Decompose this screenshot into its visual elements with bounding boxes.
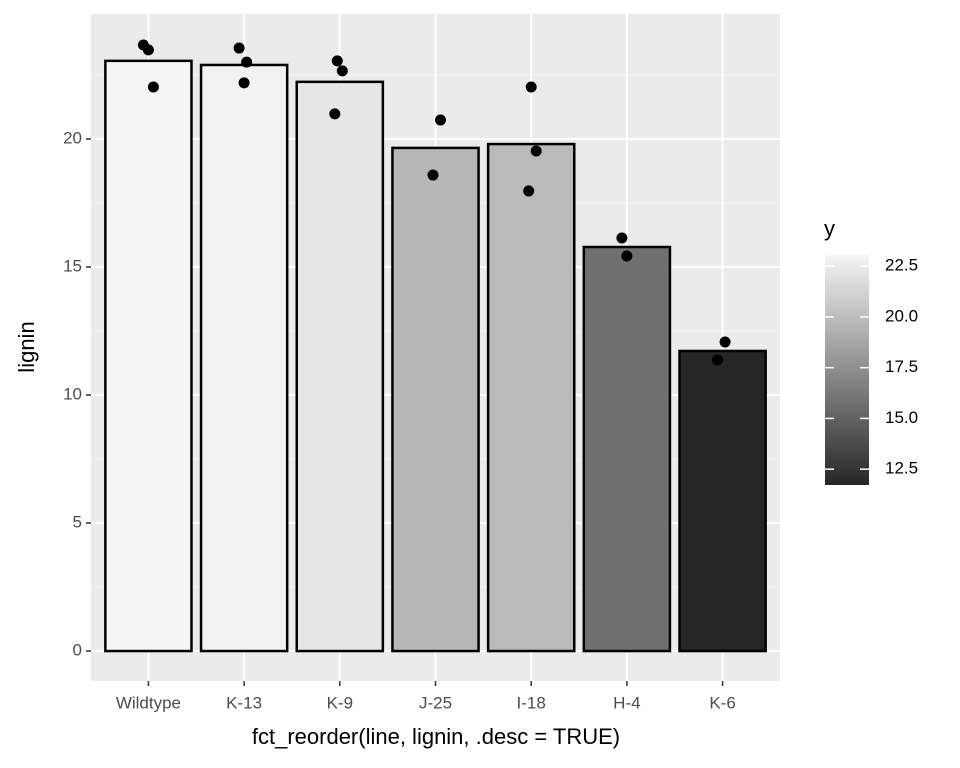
y-tick-label: 20 [63, 128, 82, 147]
point [329, 108, 341, 120]
y-tick-label: 15 [63, 256, 82, 275]
point [530, 145, 542, 157]
point [525, 81, 537, 93]
point [712, 354, 724, 366]
colorbar-label: 12.5 [885, 459, 918, 478]
point [719, 336, 731, 348]
point [241, 56, 253, 68]
point [336, 65, 348, 77]
bar [678, 349, 767, 653]
point [523, 185, 535, 197]
point [435, 114, 446, 126]
bar [295, 80, 385, 653]
y-tick-label: 5 [73, 513, 82, 532]
x-axis-title: fct_reorder(line, lignin, .desc = TRUE) [252, 724, 620, 749]
colorbar-label: 20.0 [885, 306, 918, 325]
x-tick-label: K-13 [226, 693, 262, 712]
plot-layer [91, 14, 780, 681]
bar [486, 142, 576, 653]
x-tick-label: K-9 [327, 693, 353, 712]
x-tick-label: J-25 [419, 693, 452, 712]
y-tick-label: 0 [73, 641, 82, 660]
colorbar [825, 255, 869, 485]
colorbar-label: 22.5 [885, 256, 918, 275]
x-tick-label: I-18 [517, 693, 546, 712]
point [142, 44, 154, 56]
point [147, 81, 159, 93]
x-tick-label: Wildtype [116, 693, 181, 712]
point [427, 169, 439, 181]
y-tick-label: 10 [63, 384, 82, 403]
y-axis-title: lignin [14, 321, 39, 372]
legend-title: y [824, 216, 835, 241]
point [331, 55, 343, 67]
point [621, 250, 633, 262]
point [238, 77, 250, 89]
bar [199, 63, 289, 653]
bar [104, 59, 193, 653]
x-tick-label: H-4 [613, 693, 640, 712]
colorbar-label: 15.0 [885, 408, 918, 427]
colorbar-label: 17.5 [885, 357, 918, 376]
x-tick-label: K-6 [709, 693, 735, 712]
bar [391, 146, 480, 653]
point [616, 232, 628, 244]
bar [582, 245, 672, 653]
point [233, 42, 245, 54]
